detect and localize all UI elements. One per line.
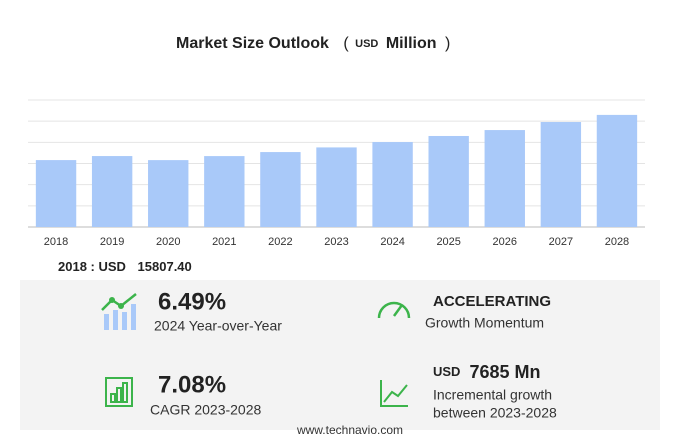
icon-incremental xyxy=(380,380,408,407)
unit-currency: USD xyxy=(355,38,378,50)
x-tick-label: 2022 xyxy=(268,236,292,248)
kpi-label: between 2023-2028 xyxy=(433,405,557,421)
kpi-label: 2024 Year-over-Year xyxy=(154,318,282,334)
x-tick-label: 2024 xyxy=(380,236,404,248)
x-tick-label: 2020 xyxy=(156,236,180,248)
x-tick-label: 2025 xyxy=(436,236,460,248)
x-tick-label: 2026 xyxy=(493,236,517,248)
icon-momentum xyxy=(377,301,411,319)
x-tick-label: 2023 xyxy=(324,236,348,248)
footer: www.technavio.com xyxy=(296,423,403,437)
bar xyxy=(204,156,245,227)
x-tick-label: 2021 xyxy=(212,236,236,248)
summary-value: 15807.40 xyxy=(138,259,192,274)
icon-cagr xyxy=(105,377,133,407)
chart-title: Market Size Outlook ( USD Million ) xyxy=(176,35,450,52)
plot: 2018 2019 2020 2021 2022 2023 2024 2025 2026 2027… xyxy=(28,99,645,248)
bar xyxy=(484,130,525,227)
kpi-value: 7.08% xyxy=(158,371,226,398)
unit-close: ) xyxy=(445,35,450,52)
kpi-label: CAGR 2023-2028 xyxy=(150,402,262,418)
x-tick-label: 2019 xyxy=(100,236,124,248)
bar xyxy=(260,152,301,227)
unit-open: ( xyxy=(343,35,349,52)
kpi-amount: 7685 Mn xyxy=(469,362,540,382)
x-tick-label: 2028 xyxy=(605,236,629,248)
x-tick-label: 2027 xyxy=(549,236,573,248)
summary-label: 2018 : USD xyxy=(58,259,126,274)
title-text: Market Size Outlook xyxy=(176,35,329,52)
kpi-currency: USD xyxy=(433,364,460,379)
bar xyxy=(35,160,77,227)
kpi-value: ACCELERATING xyxy=(433,293,551,310)
bar xyxy=(91,156,133,227)
bar xyxy=(372,142,413,227)
bar xyxy=(596,114,638,227)
bar xyxy=(428,135,469,227)
unit-scale: Million xyxy=(386,35,437,52)
kpi-value: USD 7685 Mn xyxy=(433,362,541,382)
summary: 2018 : USD 15807.40 xyxy=(58,259,192,274)
icon-yoy xyxy=(101,293,137,330)
kpi-value: 6.49% xyxy=(158,288,226,315)
bar xyxy=(540,122,582,227)
kpi-label: Incremental growth xyxy=(433,387,552,403)
bar xyxy=(148,160,189,227)
bar xyxy=(316,147,357,227)
x-tick-label: 2018 xyxy=(44,236,68,248)
kpi-label: Growth Momentum xyxy=(425,315,544,331)
